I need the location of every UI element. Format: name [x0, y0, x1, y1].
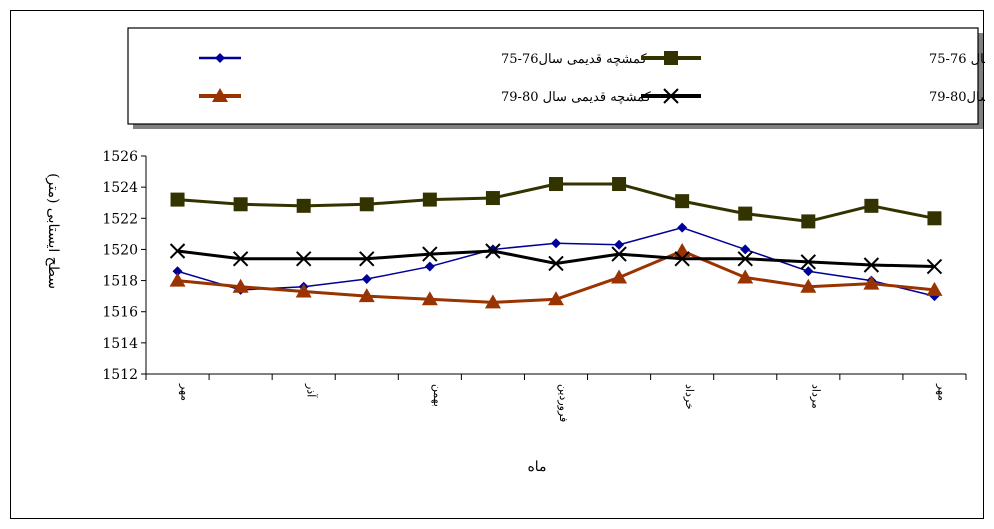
legend-label: کمشچه قدیمی سال76-75	[501, 52, 648, 67]
data-point	[675, 194, 690, 209]
data-point	[800, 254, 817, 270]
data-point	[424, 261, 435, 272]
data-point	[677, 222, 688, 233]
x-tick-label: آذر	[305, 383, 318, 398]
data-point	[485, 243, 501, 259]
data-point	[169, 272, 186, 287]
data-point	[611, 246, 627, 262]
y-tick-label: 1516	[102, 305, 138, 321]
data-point	[359, 251, 375, 267]
data-point	[169, 243, 186, 259]
y-tick-label: 1512	[102, 367, 138, 383]
x-tick-label: مهر	[935, 383, 948, 401]
data-point	[358, 288, 375, 303]
data-point	[548, 291, 564, 306]
y-tick-label: 1524	[102, 180, 138, 196]
x-tick-label: خرداد	[683, 384, 696, 410]
series-4	[169, 243, 943, 275]
data-point	[611, 269, 628, 284]
legend-label: کمشچه جدید سال 76-75	[929, 52, 985, 67]
data-point	[233, 197, 248, 212]
x-tick-label: مرداد	[809, 384, 822, 409]
legend-entry-2: کمشچه جدید سال 76-75	[641, 51, 985, 67]
data-point	[172, 266, 183, 277]
legend-box	[127, 27, 979, 125]
data-point	[737, 251, 753, 267]
legend: کمشچه قدیمی سال76-75 کمشچه جدید سال 76-75…	[199, 51, 985, 105]
data-point	[232, 278, 249, 293]
y-axis-title: سطح ایستابی (متر)	[45, 173, 61, 289]
data-point	[614, 239, 625, 250]
data-point	[421, 291, 438, 306]
data-point	[484, 294, 501, 309]
data-point	[212, 88, 228, 102]
data-point	[926, 281, 943, 296]
data-point	[803, 266, 814, 277]
line-chart: کمشچه قدیمی سال76-75 کمشچه جدید سال 76-75…	[45, 27, 985, 475]
data-point	[295, 283, 312, 298]
series-2	[170, 177, 942, 229]
legend-label: کمشچه قدیمی سال 80-79	[501, 90, 652, 105]
y-tick-label: 1520	[102, 242, 138, 258]
x-ticks: مهر آذر بهمن فروردین خرداد مرداد مهر	[145, 374, 967, 422]
data-point	[296, 198, 311, 213]
data-point	[551, 238, 561, 249]
data-point	[295, 251, 312, 267]
y-ticks: 1512 1514 1516 1518 1520 1522 1524 1526	[102, 149, 146, 383]
data-point	[664, 51, 678, 65]
series-3	[169, 242, 943, 309]
data-point	[738, 206, 753, 221]
data-point	[361, 274, 372, 285]
data-point	[740, 244, 751, 255]
data-point	[927, 211, 942, 226]
data-point	[800, 278, 817, 293]
data-point	[663, 88, 679, 104]
data-point	[674, 251, 690, 267]
x-tick-label: بهمن	[431, 384, 444, 407]
data-point	[549, 177, 563, 192]
x-tick-label: مهر	[179, 383, 192, 401]
y-tick-label: 1514	[102, 336, 138, 352]
data-point	[485, 191, 500, 206]
y-tick-label: 1526	[102, 149, 138, 165]
data-point	[863, 275, 880, 290]
data-point	[232, 251, 249, 267]
data-point	[863, 257, 880, 273]
data-point	[422, 246, 438, 262]
x-tick-label: فروردین	[557, 384, 570, 422]
data-point	[864, 198, 879, 213]
data-point	[801, 214, 816, 229]
data-point	[926, 258, 943, 275]
y-tick-label: 1518	[102, 274, 138, 290]
legend-entry-3: کمشچه قدیمی سال 80-79	[199, 88, 652, 105]
data-point	[548, 255, 564, 272]
y-tick-label: 1522	[102, 211, 138, 227]
data-point	[612, 177, 627, 192]
data-point	[215, 53, 225, 63]
series-group	[169, 177, 943, 309]
chart-frame: کمشچه قدیمی سال76-75 کمشچه جدید سال 76-75…	[10, 10, 985, 519]
data-point	[737, 269, 754, 284]
x-axis-title: ماه	[527, 459, 546, 475]
data-point	[359, 197, 374, 212]
legend-entry-1: کمشچه قدیمی سال76-75	[199, 52, 648, 67]
data-point	[674, 242, 691, 257]
data-point	[170, 192, 185, 207]
data-point	[422, 192, 437, 207]
